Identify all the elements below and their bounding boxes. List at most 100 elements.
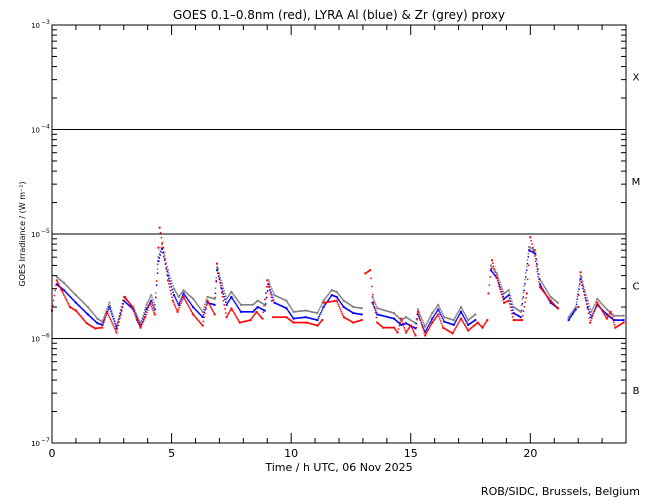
red-point (192, 313, 195, 316)
blue-point (537, 273, 540, 275)
grey-point (449, 318, 452, 320)
blue-point (397, 321, 399, 323)
grey-point (389, 311, 391, 313)
grey-point (189, 295, 192, 298)
red-point (527, 264, 530, 267)
grey-point (357, 306, 360, 309)
red-point (311, 323, 314, 325)
red-point (145, 314, 147, 316)
red-point (433, 319, 435, 322)
red-point (52, 304, 54, 307)
red-point (588, 317, 591, 319)
grey-point (402, 317, 405, 320)
red-point (120, 313, 122, 316)
blue-point (186, 297, 188, 300)
grey-point (588, 305, 591, 308)
grey-point (252, 303, 255, 305)
blue-point (172, 294, 175, 297)
blue-point (228, 300, 230, 302)
blue-point (424, 331, 427, 334)
red-point (365, 272, 367, 274)
blue-point (493, 273, 496, 276)
red-point (372, 293, 374, 296)
red-point (305, 321, 308, 324)
red-point (601, 310, 604, 313)
red-point (479, 324, 481, 326)
red-point (176, 309, 178, 311)
red-point (201, 324, 204, 327)
blue-point (468, 323, 470, 326)
red-point (190, 310, 193, 312)
grey-point (575, 301, 578, 303)
grey-point (224, 292, 226, 295)
red-point (504, 301, 507, 303)
red-point (402, 324, 405, 327)
red-point (532, 246, 534, 249)
red-point (99, 327, 102, 329)
blue-point (107, 308, 110, 310)
blue-point (531, 251, 534, 253)
red-point (620, 323, 622, 325)
blue-point (76, 302, 78, 305)
blue-point (519, 316, 522, 319)
grey-point (468, 318, 471, 320)
grey-point (288, 304, 291, 307)
grey-point (204, 303, 206, 306)
grey-point (343, 300, 346, 303)
grey-point (154, 292, 157, 294)
grey-point (336, 292, 339, 294)
blue-point (64, 291, 67, 293)
grey-point (573, 308, 575, 311)
red-point (177, 308, 180, 311)
grey-point (259, 301, 261, 303)
blue-point (512, 312, 515, 315)
red-point (540, 288, 543, 290)
grey-point (593, 305, 595, 307)
grey-point (209, 296, 212, 299)
blue-point (178, 302, 181, 304)
grey-point (119, 312, 121, 315)
grey-point (610, 312, 612, 314)
blue-point (456, 318, 458, 320)
red-point (278, 316, 280, 318)
red-point (293, 321, 296, 324)
red-point (206, 299, 209, 302)
grey-point (454, 316, 457, 318)
blue-point (347, 309, 349, 311)
blue-point (600, 308, 603, 310)
grey-point (394, 313, 396, 315)
red-point (612, 318, 614, 321)
red-point (62, 292, 64, 295)
grey-point (260, 301, 262, 304)
grey-point (555, 300, 557, 303)
red-point (520, 319, 523, 322)
grey-point (198, 306, 200, 308)
blue-point (333, 295, 335, 297)
blue-point (231, 297, 233, 300)
red-point (399, 321, 402, 323)
grey-point (307, 310, 309, 312)
red-point (283, 316, 286, 318)
blue-point (371, 301, 374, 304)
red-point (522, 310, 525, 312)
red-point (217, 272, 220, 275)
grey-point (397, 316, 399, 318)
blue-point (324, 303, 326, 306)
red-point (356, 320, 359, 323)
blue-point (71, 298, 74, 300)
grey-point (145, 303, 148, 306)
grey-point (396, 315, 398, 317)
blue-point (118, 318, 120, 320)
grey-point (271, 288, 273, 290)
red-point (162, 246, 165, 249)
grey-point (535, 254, 537, 256)
grey-point (280, 297, 283, 300)
grey-point (594, 301, 597, 304)
blue-point (550, 302, 553, 305)
blue-point (220, 284, 222, 287)
x-tick-labels: 0 5 10 15 20 (49, 447, 538, 460)
grey-point (106, 308, 108, 310)
blue-point (354, 312, 356, 315)
blue-point (337, 298, 339, 300)
red-point (296, 321, 299, 324)
